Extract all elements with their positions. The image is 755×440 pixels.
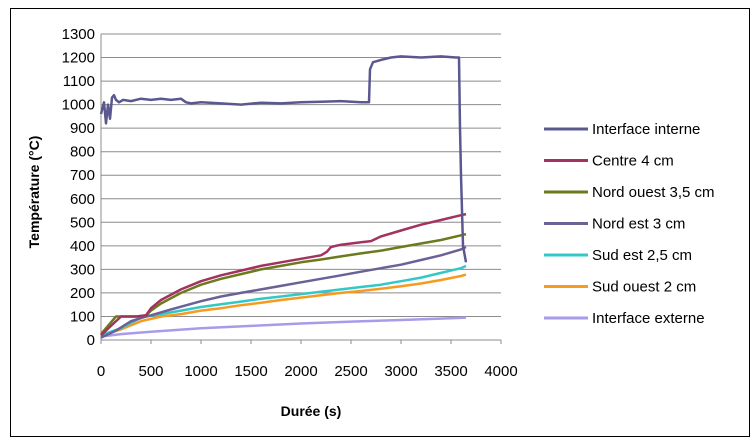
x-axis-title: Durée (s) [281, 403, 342, 419]
series-line [100, 245, 467, 339]
chart-frame: 0 100 200 300 400 500 600 700 800 900 1000 1100 1200… [10, 8, 750, 437]
x-tick-label: 3500 [434, 363, 467, 380]
y-tick-label: 1300 [62, 26, 95, 43]
x-tick-label: 0 [97, 363, 105, 380]
y-tick-label: 700 [70, 167, 95, 184]
y-tick-label: 400 [70, 238, 95, 255]
series-line [99, 55, 468, 263]
y-tick-label: 200 [70, 285, 95, 302]
y-tick-label: 500 [70, 214, 95, 231]
series-line [100, 273, 467, 337]
y-tick-label: 600 [70, 191, 95, 208]
legend-label: Centre 4 cm [592, 153, 674, 170]
axes [100, 34, 502, 344]
y-tick-label: 0 [87, 332, 95, 349]
x-tick-label: 1000 [184, 363, 217, 380]
x-tick-label: 3000 [384, 363, 417, 380]
legend-label: Interface externe [592, 310, 705, 327]
y-tick-label: 1000 [62, 97, 95, 114]
series-line [100, 316, 467, 338]
x-tick-label: 2500 [334, 363, 367, 380]
legend-label: Interface interne [592, 121, 700, 138]
y-axis-title: Température (°C) [26, 136, 42, 249]
legend-label: Nord est 3 cm [592, 216, 685, 233]
series-line [100, 212, 467, 337]
y-tick-label: 300 [70, 261, 95, 278]
y-tick-label: 800 [70, 144, 95, 161]
gridlines [101, 33, 501, 317]
y-tick-label: 1100 [63, 73, 95, 90]
series-lines [99, 55, 468, 339]
x-tick-label: 1500 [234, 363, 267, 380]
legend-label: Sud ouest 2 cm [592, 279, 696, 296]
x-tick-labels: 0 500 1000 1500 2000 2500 3000 3500 4000 [97, 363, 518, 380]
legend: Interface interne Centre 4 cm Nord ouest 3… [544, 121, 715, 327]
legend-label: Sud est 2,5 cm [592, 247, 692, 264]
x-tick-label: 4000 [484, 363, 517, 380]
y-tick-label: 1200 [62, 50, 95, 67]
y-tick-label: 100 [70, 308, 95, 325]
y-tick-label: 900 [70, 120, 95, 137]
legend-label: Nord ouest 3,5 cm [592, 184, 715, 201]
x-tick-label: 2000 [284, 363, 317, 380]
x-tick-label: 500 [138, 363, 163, 380]
y-tick-labels: 0 100 200 300 400 500 600 700 800 900 1000 1100 1200… [62, 26, 95, 349]
line-chart: 0 100 200 300 400 500 600 700 800 900 1000 1100 1200… [26, 26, 715, 419]
